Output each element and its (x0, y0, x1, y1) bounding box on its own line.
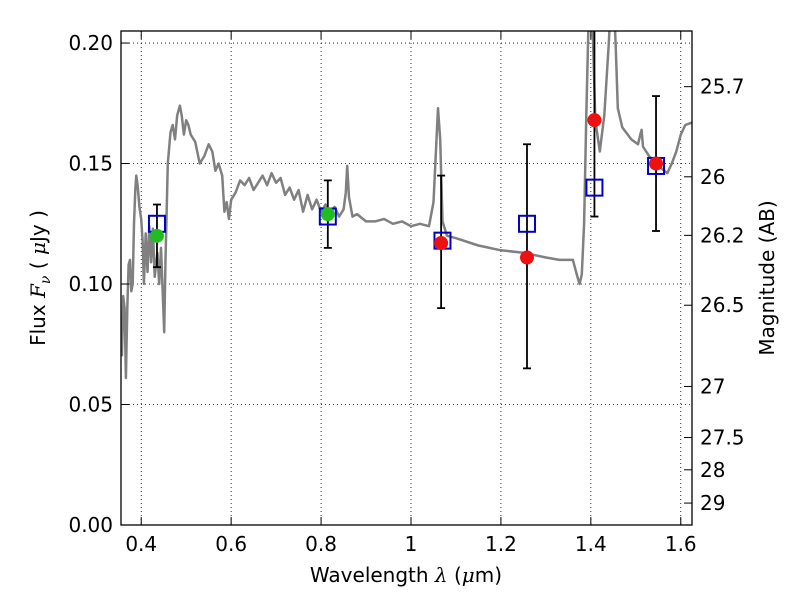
y-tick-label: 0.10 (68, 272, 113, 296)
sed-model-line (121, 31, 692, 380)
observed-flux-point (649, 156, 664, 171)
y-tick-label: 0.20 (68, 31, 113, 55)
observed-flux-point (434, 236, 449, 251)
plot-area (121, 31, 692, 525)
x-tick-label: 1.2 (485, 532, 517, 556)
observed-flux-point (519, 250, 534, 265)
axis-ticks: 0.4 0.6 0.8 1 1.2 1.4 1.6 0.00 0.05 0.10 0.15 0.20 2… (68, 31, 745, 556)
x-tick-label: 0.6 (215, 532, 247, 556)
observed-flux-point (587, 113, 602, 128)
y2-tick-label: 27 (700, 374, 725, 398)
y2-tick-label: 26 (700, 165, 725, 189)
y2-tick-label: 26.2 (700, 223, 745, 247)
observed-flux-point (320, 207, 335, 222)
observed-flux-point (149, 228, 164, 243)
plot-frame (120, 30, 693, 526)
plot-series (121, 31, 692, 380)
y2-axis-label: Magnitude (AB) (755, 200, 779, 355)
x-axis-label: Wavelength λ (μm) (310, 563, 502, 587)
y-tick-label: 0.00 (68, 513, 113, 537)
model-photometry-square (517, 214, 536, 233)
x-tick-label: 1 (405, 532, 418, 556)
y2-tick-label: 29 (700, 491, 725, 515)
y2-tick-label: 26.5 (700, 293, 745, 317)
y2-tick-label: 28 (700, 458, 725, 482)
x-tick-label: 0.8 (305, 532, 337, 556)
x-tick-label: 0.4 (125, 532, 157, 556)
y2-tick-label: 27.5 (700, 426, 745, 450)
y-axis-label: Flux Fν ( μJy ) (26, 210, 54, 346)
x-tick-label: 1.6 (665, 532, 697, 556)
y2-tick-label: 25.7 (700, 75, 745, 99)
y-tick-label: 0.05 (68, 393, 113, 417)
model-photometry-square (585, 178, 604, 197)
y-tick-label: 0.15 (68, 152, 113, 176)
x-tick-label: 1.4 (575, 532, 607, 556)
